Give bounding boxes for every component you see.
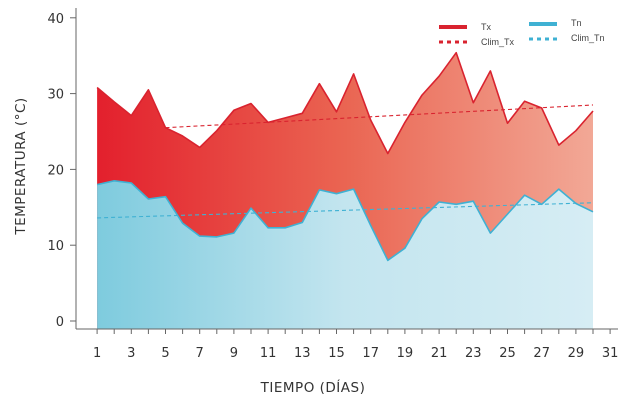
x-tick-label: 9 <box>230 346 238 361</box>
tn-area <box>97 180 593 329</box>
x-tick-label: 27 <box>533 346 550 361</box>
x-tick-label: 21 <box>431 346 448 361</box>
legend-tx-label: Tx <box>481 22 491 32</box>
tn-line <box>96 180 594 262</box>
legend-tn-label: Tn <box>571 18 582 28</box>
y-tick-group: 0 10 20 30 40 <box>47 12 76 330</box>
x-tick-label: 25 <box>499 346 516 361</box>
y-axis-title: TEMPERATURA (°C) <box>13 97 29 235</box>
y-tick-label: 0 <box>56 315 64 330</box>
tx-line <box>96 51 594 155</box>
clim-tn-line <box>97 202 594 219</box>
x-tick-label: 31 <box>602 346 619 361</box>
x-tick-label: 3 <box>127 346 135 361</box>
x-tick-label: 13 <box>294 346 311 361</box>
x-axis-title: TIEMPO (DÍAS) <box>260 379 366 396</box>
x-tick-label: 5 <box>161 346 169 361</box>
y-tick-label: 20 <box>47 163 64 178</box>
x-tick-label: 15 <box>328 346 345 361</box>
x-tick-label: 19 <box>397 346 414 361</box>
legend-clim-tn-label: Clim_Tn <box>571 33 605 43</box>
x-tick-label: 29 <box>568 346 585 361</box>
x-tick-label: 7 <box>196 346 204 361</box>
x-tick-label: 17 <box>362 346 379 361</box>
y-tick-label: 40 <box>47 12 64 27</box>
legend: Tx Tn Clim_Tx Clim_Tn <box>439 18 605 47</box>
legend-clim-tx-label: Clim_Tx <box>481 37 514 47</box>
y-tick-label: 10 <box>47 239 64 254</box>
x-tick-label: 1 <box>93 346 101 361</box>
y-tick-label: 30 <box>47 88 64 103</box>
x-tick-label: 11 <box>260 346 277 361</box>
x-tick-label: 23 <box>465 346 482 361</box>
x-tick-group: 1 3 5 7 9 11 13 15 17 19 21 23 25 27 29 31 <box>93 329 618 361</box>
clim-tx-line <box>165 104 594 129</box>
